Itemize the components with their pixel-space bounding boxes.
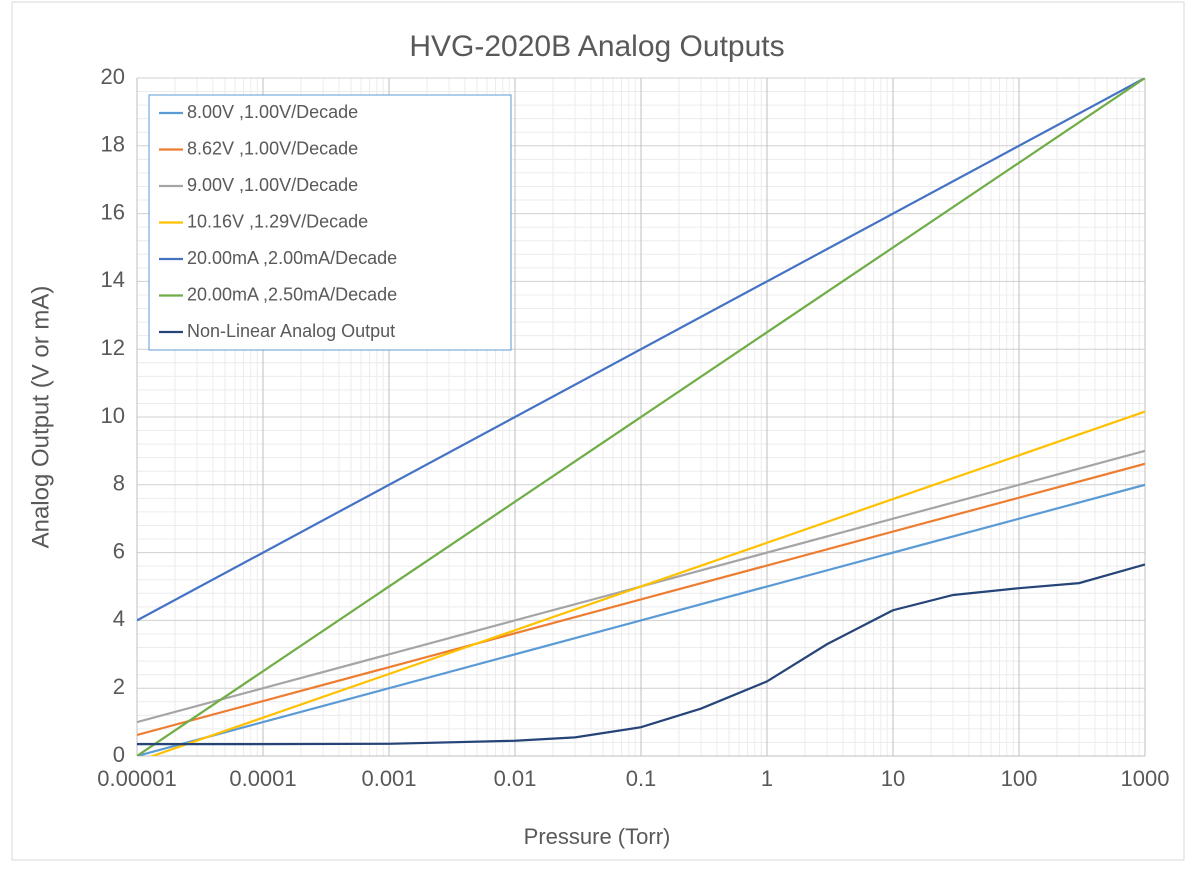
y-tick-label: 12 xyxy=(101,335,125,360)
series-line xyxy=(149,410,1145,756)
y-tick-label: 8 xyxy=(113,471,125,496)
x-tick-label: 1000 xyxy=(1121,766,1170,791)
y-tick-label: 4 xyxy=(113,606,125,631)
series-line xyxy=(137,462,1145,737)
x-tick-label: 100 xyxy=(1001,766,1038,791)
legend-label: 8.62V ,1.00V/Decade xyxy=(187,138,358,158)
y-tick-label: 6 xyxy=(113,538,125,563)
legend-label: 10.16V ,1.29V/Decade xyxy=(187,211,368,231)
x-tick-label: 10 xyxy=(881,766,905,791)
x-tick-label: 0.0001 xyxy=(229,766,296,791)
legend-label: 8.00V ,1.00V/Decade xyxy=(187,102,358,122)
chart-title: HVG-2020B Analog Outputs xyxy=(409,30,784,63)
x-tick-label: 0.01 xyxy=(494,766,537,791)
y-tick-label: 10 xyxy=(101,403,125,428)
y-tick-label: 20 xyxy=(101,64,125,89)
y-tick-label: 0 xyxy=(113,742,125,767)
legend-box xyxy=(148,94,512,351)
legend-label: 9.00V ,1.00V/Decade xyxy=(187,175,358,195)
series-line xyxy=(137,483,1145,756)
legend-label: 20.00mA ,2.50mA/Decade xyxy=(187,284,397,304)
x-tick-label: 0.1 xyxy=(626,766,657,791)
x-axis-label: Pressure (Torr) xyxy=(524,824,671,849)
y-tick-label: 16 xyxy=(101,199,125,224)
plot-lines xyxy=(137,78,1145,756)
series-line xyxy=(137,563,1145,746)
x-tick-label: 1 xyxy=(761,766,773,791)
series-line xyxy=(137,78,1145,756)
y-tick-label: 18 xyxy=(101,132,125,157)
y-tick-label: 14 xyxy=(101,267,125,292)
x-tick-label: 0.00001 xyxy=(97,766,177,791)
y-axis-label: Analog Output (V or mA) xyxy=(27,286,54,549)
legend-label: 20.00mA ,2.00mA/Decade xyxy=(187,248,397,268)
y-tick-label: 2 xyxy=(113,674,125,699)
x-tick-label: 0.001 xyxy=(361,766,416,791)
legend-label: Non-Linear Analog Output xyxy=(187,321,395,341)
series-line xyxy=(137,78,1145,622)
